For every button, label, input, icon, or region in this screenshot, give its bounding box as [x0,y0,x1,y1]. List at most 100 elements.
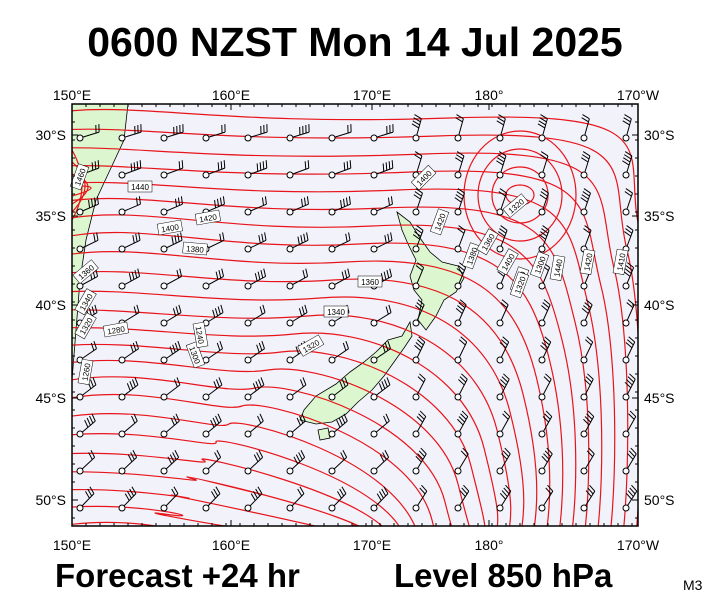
station [539,394,545,400]
station [413,246,419,252]
station [497,394,503,400]
station [161,468,167,474]
station [329,135,335,141]
station [245,209,251,215]
barb-flag [260,162,261,170]
station [413,394,419,400]
station [413,357,419,363]
barb-flag [257,163,258,171]
lon-label: 170°W [617,537,660,553]
station [287,468,293,474]
station [413,431,419,437]
lat-label: 45°S [644,390,675,406]
station [329,505,335,511]
station [77,135,83,141]
station [77,246,83,252]
lon-label: 150°E [53,537,91,553]
barb-flag [263,161,264,169]
station [623,468,629,474]
station [287,505,293,511]
station [371,246,377,252]
barb-flag [347,161,348,169]
station [497,431,503,437]
station [287,394,293,400]
station [119,135,125,141]
station [539,468,545,474]
station [581,135,587,141]
station [329,172,335,178]
barb-flag [392,160,393,168]
station [119,283,125,289]
station [77,394,83,400]
lat-label: 50°S [644,492,675,508]
level-label: Level 850 hPa [394,557,613,594]
station [623,394,629,400]
station [245,283,251,289]
station [329,394,335,400]
station [581,394,587,400]
barb-flag [131,163,132,171]
lon-label: 160°E [212,537,250,553]
station [497,505,503,511]
barb-flag [386,162,387,170]
station [455,135,461,141]
station [329,283,335,289]
station [203,172,209,178]
lat-label: 35°S [644,208,675,224]
station [77,431,83,437]
lon-label: 170°E [353,87,391,103]
barb-flag [308,160,309,168]
station [161,283,167,289]
station [455,505,461,511]
station [329,357,335,363]
station [161,209,167,215]
barb-flag [305,161,306,169]
title: 0600 NZST Mon 14 Jul 2025 [87,19,623,65]
barb-flag [92,162,93,170]
station [581,468,587,474]
station [371,209,377,215]
stewart-island [318,428,330,440]
station [329,246,335,252]
barb-flag [224,160,225,168]
barb-flag [98,160,99,168]
station [329,320,335,326]
lat-label: 35°S [35,208,66,224]
station [77,209,83,215]
station [245,172,251,178]
station [371,320,377,326]
contour-label: 1380 [183,242,208,255]
contour-label-text: 1440 [131,183,149,192]
station [287,283,293,289]
station [581,320,587,326]
barb-flag [221,161,222,169]
contour-label: 1360 [358,276,382,287]
lat-label: 40°S [644,297,675,313]
station [455,357,461,363]
station [455,320,461,326]
station [371,394,377,400]
station [497,320,503,326]
lon-label: 160°E [212,87,250,103]
station [287,320,293,326]
station [413,320,419,326]
station [497,172,503,178]
station [287,431,293,437]
lon-label: 180° [475,537,504,553]
contour-label-text: 1360 [361,278,379,287]
station [371,431,377,437]
contour-label-text: 1380 [186,244,205,255]
station [497,468,503,474]
barb-flag [383,163,384,171]
station [245,505,251,511]
station [203,505,209,511]
station [119,209,125,215]
lat-label: 30°S [35,127,66,143]
station [245,468,251,474]
station [287,357,293,363]
barb-flag [137,161,138,169]
station [539,320,545,326]
station [203,135,209,141]
